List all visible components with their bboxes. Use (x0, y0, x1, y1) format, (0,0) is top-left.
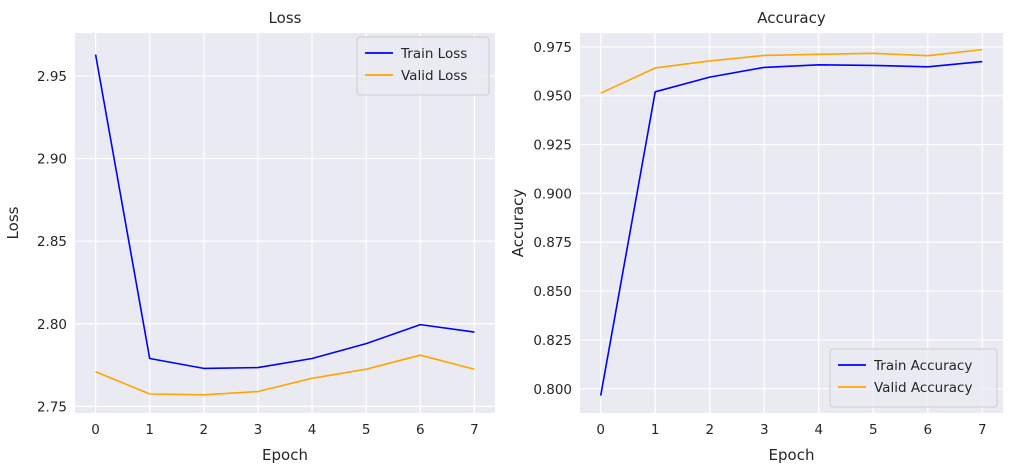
y-tick-label: 0.850 (533, 284, 572, 300)
y-axis-label: Loss (4, 206, 22, 239)
legend: Train Accuracy Valid Accuracy (829, 348, 998, 408)
y-tick-label: 2.95 (37, 69, 67, 85)
y-tick-label: 0.875 (533, 235, 572, 251)
series-line-1 (599, 60, 983, 396)
y-tick-label: 0.925 (533, 138, 572, 154)
legend-label: Train Accuracy (873, 358, 972, 374)
x-tick-label: 5 (869, 422, 878, 438)
legend-label: Train Loss (400, 46, 467, 62)
x-tick-label: 6 (923, 422, 932, 438)
legend-box (829, 348, 998, 408)
y-tick-label: 2.80 (37, 317, 67, 333)
series-line-2 (95, 354, 475, 396)
chart-panel-1: 0 1 2 3 4 5 6 7 2.75 2.80 2.85 2.90 2.95 Loss Epoch Los… (4, 9, 495, 464)
legend-label: Valid Accuracy (874, 380, 972, 396)
x-tick-label: 2 (200, 422, 209, 438)
legend-label: Valid Loss (401, 68, 467, 84)
y-tick-label: 2.90 (37, 152, 67, 168)
x-tick-label: 6 (416, 422, 425, 438)
x-tick-label: 4 (308, 422, 317, 438)
x-tick-label: 3 (760, 422, 769, 438)
x-tick-label: 2 (705, 422, 714, 438)
y-tick-label: 0.825 (533, 333, 572, 349)
x-axis-label: Epoch (262, 446, 308, 464)
plot-area (75, 33, 495, 413)
legend-box (356, 36, 490, 96)
x-axis-label: Epoch (769, 446, 815, 464)
legend: Train Loss Valid Loss (356, 36, 490, 96)
y-axis-label: Accuracy (509, 189, 527, 258)
y-tick-label: 0.975 (533, 40, 572, 56)
x-tick-label: 5 (362, 422, 371, 438)
y-tick-label: 2.85 (37, 234, 67, 250)
x-tick-label: 7 (978, 422, 987, 438)
x-tick-label: 4 (814, 422, 823, 438)
y-tick-label: 2.75 (37, 399, 67, 415)
x-tick-label: 7 (470, 422, 479, 438)
y-tick-label: 0.900 (533, 186, 572, 202)
x-tick-label: 1 (145, 422, 154, 438)
x-tick-label: 3 (254, 422, 263, 438)
series-line-1 (94, 54, 475, 370)
x-tick-label: 1 (651, 422, 660, 438)
y-tick-label: 0.800 (533, 382, 572, 398)
x-tick-label: 0 (596, 422, 605, 438)
chart-title: Loss (269, 9, 302, 27)
chart-title: Accuracy (757, 9, 826, 27)
series-line-2 (600, 48, 983, 94)
chart-panel-2: 0 1 2 3 4 5 6 7 0.800 0.825 0.850 0.875 0.900 0.925 0.… (509, 9, 1003, 464)
y-tick-label: 0.950 (533, 89, 572, 105)
x-tick-label: 0 (91, 422, 100, 438)
